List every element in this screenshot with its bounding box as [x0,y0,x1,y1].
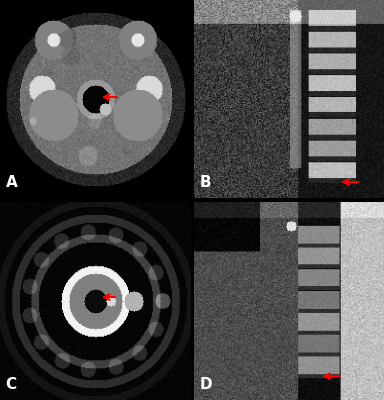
Text: D: D [200,377,212,392]
Text: C: C [6,377,17,392]
Text: A: A [6,175,17,190]
Text: B: B [200,175,211,190]
